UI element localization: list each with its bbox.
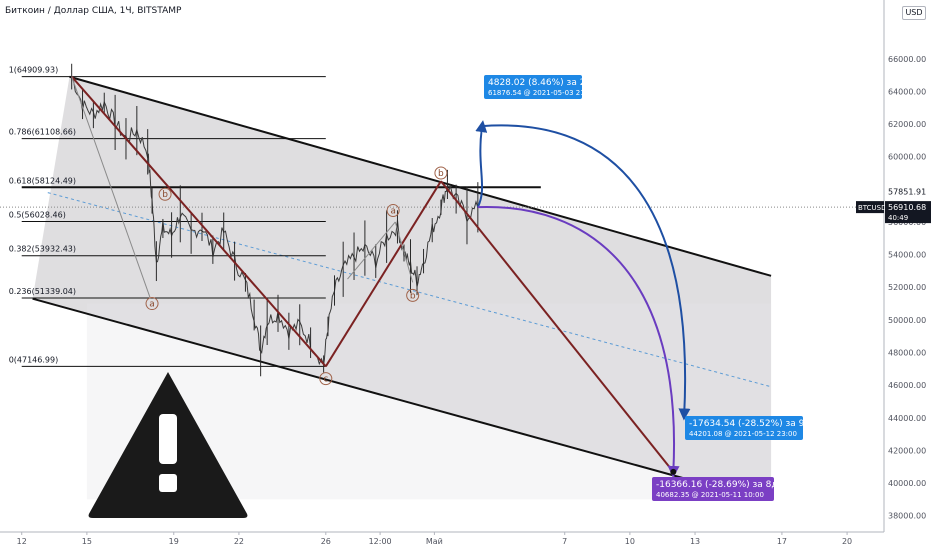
wave-label-b: b: [438, 169, 444, 179]
y-tick-label: 38000.00: [888, 512, 926, 521]
projection-label-blue-subtext: 44201.08 @ 2021-05-12 23:00: [689, 430, 797, 438]
fib-label: 0.382(53932.43): [9, 245, 76, 254]
countdown-text: 40:49: [888, 214, 908, 222]
channel-lower-line[interactable]: [32, 297, 761, 501]
projection-label-purple-subtext: 40682.35 @ 2021-05-11 10:00: [656, 491, 764, 499]
fib-label: 0.5(56028.46): [9, 211, 66, 220]
channel-upper-line[interactable]: [69, 75, 772, 277]
x-tick-label: Май: [426, 537, 443, 546]
wave-guide-line: [347, 221, 396, 280]
wave-label-circle: [434, 166, 448, 180]
projection-label-blue-box[interactable]: [685, 416, 803, 440]
projection-label-purple-text: -16366.16 (-28.69%) за 8д 8ч: [656, 480, 792, 490]
x-tick-label: 19: [169, 537, 179, 546]
wave-line-up[interactable]: [324, 180, 442, 367]
x-tick-label: 12: [17, 537, 27, 546]
warning-exclamation-dot: [159, 474, 177, 492]
wave-guide-line: [71, 76, 151, 298]
wave-label-circle: [386, 204, 400, 218]
y-tick-label: 66000.00: [888, 55, 926, 64]
wave-label-a: a: [149, 300, 155, 310]
current-price-tag[interactable]: [885, 201, 931, 224]
price-axis[interactable]: [884, 0, 932, 550]
y-tick-label: 60000.00: [888, 153, 926, 162]
x-tick-label: 10: [625, 537, 635, 546]
fib-label: 0(47146.99): [9, 355, 59, 364]
marker-price-tag[interactable]: [885, 185, 931, 198]
fib-label: 0.236(51339.04): [9, 287, 76, 296]
projection-label-up-subtext: 61876.54 @ 2021-05-03 21:00: [488, 89, 596, 97]
y-tick-label: 54000.00: [888, 251, 926, 260]
current-price-text: 56910.68: [888, 203, 926, 212]
y-tick-label: 42000.00: [888, 446, 926, 455]
marker-price-text: 57851.91: [888, 188, 926, 197]
chart-title: Биткоин / Доллар США, 1Ч, BITSTAMP: [5, 6, 182, 16]
x-tick-label: 15: [82, 537, 92, 546]
projection-label-blue-text: -17634.54 (-28.52%) за 9д 1ч: [689, 419, 825, 429]
y-tick-label: 40000.00: [888, 479, 926, 488]
y-tick-label: 50000.00: [888, 316, 926, 325]
x-tick-label: 7: [562, 537, 567, 546]
y-tick-label: 44000.00: [888, 414, 926, 423]
projection-target-dot: [670, 468, 677, 475]
projection-label-up-box[interactable]: [484, 75, 582, 99]
wave-label-b: b: [410, 291, 416, 301]
time-axis[interactable]: [0, 532, 884, 550]
y-tick-label: 52000.00: [888, 283, 926, 292]
y-tick-label: 48000.00: [888, 349, 926, 358]
y-tick-label: 62000.00: [888, 120, 926, 129]
wave-line-down-1[interactable]: [70, 75, 327, 368]
wave-label-a: a: [390, 207, 396, 217]
warning-exclamation-bar: [159, 414, 177, 464]
projection-label-purple-box[interactable]: [652, 477, 774, 501]
wave-label-c: c: [323, 375, 328, 385]
x-tick-label: 20: [842, 537, 852, 546]
wave-label-circle: [158, 187, 172, 201]
x-tick-label: 12:00: [369, 537, 392, 546]
warning-sign-icon: [88, 372, 248, 518]
wave-label-circle: [145, 297, 159, 311]
current-symbol-text: BTCUSD: [858, 204, 887, 212]
x-tick-label: 22: [234, 537, 244, 546]
y-tick-label: 64000.00: [888, 87, 926, 96]
projection-arrow-blue-down[interactable]: [482, 124, 691, 421]
x-tick-label: 17: [777, 537, 787, 546]
projection-arrow-up[interactable]: [475, 120, 488, 208]
wave-line-down-2[interactable]: [440, 180, 675, 473]
projection-arrow-purple-down[interactable]: [477, 206, 680, 478]
wave-label-b: b: [162, 190, 168, 200]
fib-label: 0.786(61108.66): [9, 128, 76, 137]
x-tick-label: 13: [690, 537, 700, 546]
x-tick-label: 26: [321, 537, 331, 546]
wave-label-circle: [406, 288, 420, 302]
y-tick-label: 46000.00: [888, 381, 926, 390]
fib-label: 0.618(58124.49): [9, 176, 76, 185]
fib-label: 1(64909.93): [9, 66, 59, 75]
current-symbol-tag[interactable]: [856, 201, 884, 214]
currency-button[interactable]: USD: [902, 6, 926, 20]
wave-label-circle: [319, 372, 333, 386]
channel-mid-line[interactable]: [47, 192, 772, 388]
wave-guide-line: [394, 221, 414, 283]
projection-label-up-text: 4828.02 (8.46%) за 22ч: [488, 78, 596, 88]
